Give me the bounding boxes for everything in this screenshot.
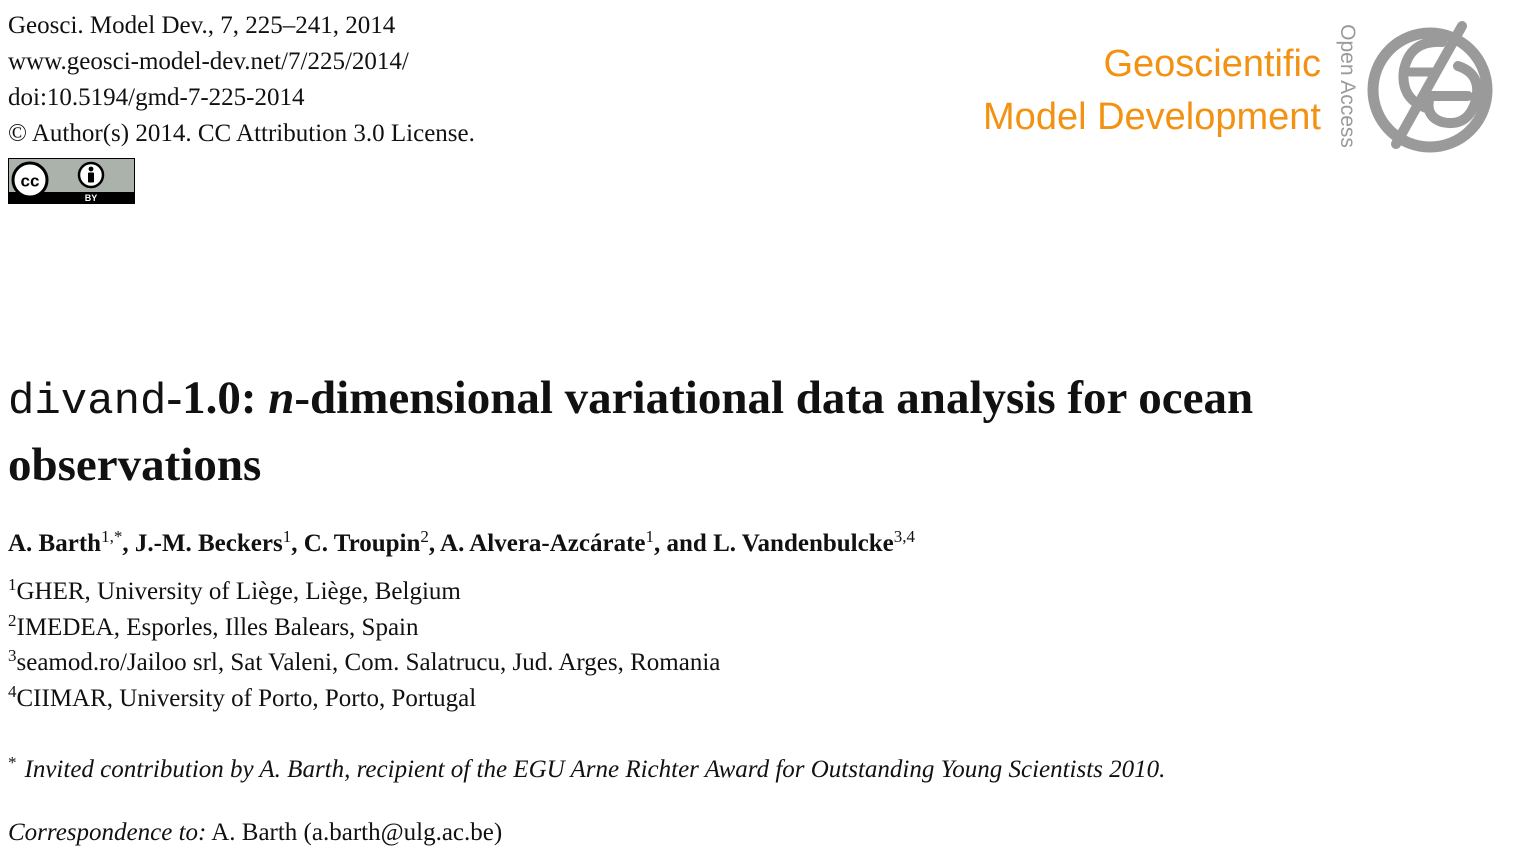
- correspondence-text[interactable]: A. Barth (a.barth@ulg.ac.be): [206, 819, 503, 846]
- doi[interactable]: doi:10.5194/gmd-7-225-2014: [8, 84, 305, 111]
- license-text: © Author(s) 2014. CC Attribution 3.0 Lic…: [8, 120, 475, 147]
- author-name: L. Vandenbulcke: [713, 530, 894, 557]
- correspondence: Correspondence to: A. Barth (a.barth@ulg…: [8, 815, 502, 851]
- title-version: -1.0:: [166, 372, 269, 424]
- affiliation-list: 1GHER, University of Liège, Liège, Belgi…: [8, 574, 720, 716]
- affiliation-number: 2: [8, 610, 17, 630]
- affiliation-text: GHER, University of Liège, Liège, Belgiu…: [16, 578, 461, 605]
- author-name: A. Alvera-Azcárate: [440, 530, 646, 557]
- author-separator: , and: [654, 530, 714, 557]
- affiliation-number: 4: [8, 681, 17, 701]
- author-name: A. Barth: [8, 530, 102, 557]
- affiliation-item: 3seamod.ro/Jailoo srl, Sat Valeni, Com. …: [8, 645, 720, 681]
- journal-name-line1: Geoscientific: [1103, 43, 1321, 85]
- author-affil-sup: 3,4: [893, 527, 915, 546]
- title-italic: n: [268, 372, 295, 424]
- title-code: divand: [8, 377, 167, 427]
- invited-footnote: * Invited contribution by A. Barth, recip…: [8, 752, 1165, 788]
- citation-block: Geosci. Model Dev., 7, 225–241, 2014 www…: [8, 8, 475, 152]
- author-name: C. Troupin: [303, 530, 421, 557]
- author-list: A. Barth1,*, J.-M. Beckers1, C. Troupin2…: [8, 526, 915, 562]
- author-name: J.-M. Beckers: [134, 530, 283, 557]
- journal-url[interactable]: www.geosci-model-dev.net/7/225/2014/: [8, 48, 409, 75]
- cc-by-badge-icon[interactable]: cc BY: [8, 158, 135, 204]
- affiliation-number: 3: [8, 646, 17, 665]
- egu-globe-icon: [1364, 12, 1498, 160]
- journal-citation: Geosci. Model Dev., 7, 225–241, 2014: [8, 12, 396, 39]
- author-affil-sup: 1,*: [101, 527, 123, 546]
- author-separator: ,: [291, 530, 304, 557]
- journal-name-line2: Model Development: [983, 96, 1321, 138]
- author-affil-sup: 1: [282, 527, 292, 546]
- affiliation-number: 1: [8, 575, 17, 594]
- author-affil-sup: 1: [645, 527, 655, 546]
- affiliation-item: 2IMEDEA, Esporles, Illes Balears, Spain: [8, 610, 720, 646]
- author-separator: ,: [122, 530, 135, 557]
- affiliation-text: IMEDEA, Esporles, Illes Balears, Spain: [16, 613, 419, 641]
- title-rest: -dimensional variational data analysis f…: [8, 372, 1254, 491]
- footnote-mark: *: [8, 753, 17, 772]
- cc-label: cc: [21, 172, 40, 191]
- affiliation-item: 4CIIMAR, University of Porto, Porto, Por…: [8, 681, 720, 717]
- footnote-text: Invited contribution by A. Barth, recipi…: [24, 756, 1166, 783]
- affiliation-item: 1GHER, University of Liège, Liège, Belgi…: [8, 574, 720, 610]
- affiliation-text: CIIMAR, University of Porto, Porto, Port…: [16, 684, 477, 712]
- by-label: BY: [85, 193, 98, 203]
- open-access-label: Open Access: [1332, 15, 1362, 157]
- author-separator: ,: [428, 530, 441, 557]
- affiliation-text: seamod.ro/Jailoo srl, Sat Valeni, Com. S…: [16, 649, 721, 676]
- open-access-text: Open Access: [1336, 24, 1359, 148]
- paper-title: divand-1.0: n-dimensional variational da…: [8, 367, 1488, 497]
- journal-logo-text[interactable]: Geoscientific Model Development: [983, 38, 1321, 144]
- correspondence-label: Correspondence to:: [8, 819, 207, 846]
- author-affil-sup: 2: [420, 527, 429, 546]
